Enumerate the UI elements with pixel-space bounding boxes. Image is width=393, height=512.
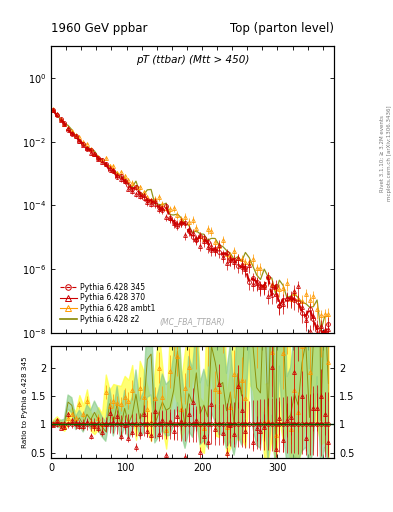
Text: 1960 GeV ppbar: 1960 GeV ppbar (51, 22, 148, 35)
Text: mcplots.cern.ch [arXiv:1306.3436]: mcplots.cern.ch [arXiv:1306.3436] (387, 106, 391, 201)
Y-axis label: Ratio to Pythia 6.428 345: Ratio to Pythia 6.428 345 (22, 356, 28, 448)
Text: pT (ttbar) (Mtt > 450): pT (ttbar) (Mtt > 450) (136, 55, 249, 65)
Text: (MC_FBA_TTBAR): (MC_FBA_TTBAR) (160, 316, 225, 326)
Legend: Pythia 6.428 345, Pythia 6.428 370, Pythia 6.428 ambt1, Pythia 6.428 z2: Pythia 6.428 345, Pythia 6.428 370, Pyth… (58, 281, 158, 326)
Text: Top (parton level): Top (parton level) (230, 22, 334, 35)
Text: Rivet 3.1.10; ≥ 3.2M events: Rivet 3.1.10; ≥ 3.2M events (380, 115, 384, 192)
